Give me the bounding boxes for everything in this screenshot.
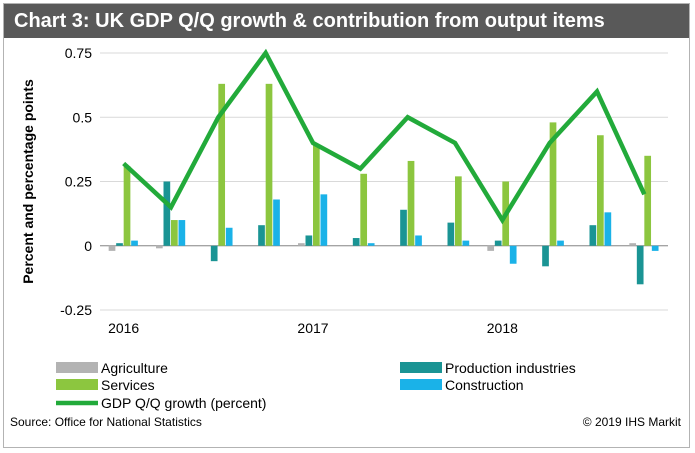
bar-agriculture bbox=[487, 245, 495, 251]
legend-swatch bbox=[56, 362, 98, 373]
chart-frame bbox=[3, 3, 690, 448]
legend-label: GDP Q/Q growth (percent) bbox=[101, 395, 266, 411]
bar-construction bbox=[557, 240, 564, 246]
bar-production-industries bbox=[163, 181, 171, 246]
legend-label: Construction bbox=[445, 377, 524, 393]
bar-construction bbox=[509, 245, 517, 264]
bar-services bbox=[360, 173, 368, 246]
bar-production-industries bbox=[636, 245, 644, 285]
bar-construction bbox=[320, 194, 328, 246]
x-tick-label: 2017 bbox=[297, 320, 328, 336]
bar-production-industries bbox=[494, 240, 502, 246]
legend-swatch bbox=[56, 379, 98, 390]
legend-swatch bbox=[400, 362, 442, 373]
bar-construction bbox=[462, 240, 470, 246]
bar-services bbox=[265, 83, 273, 246]
y-tick-label: 0.5 bbox=[73, 109, 93, 125]
legend-swatch bbox=[400, 379, 442, 390]
bar-services bbox=[218, 83, 226, 246]
bar-production-industries bbox=[258, 225, 265, 246]
copyright-note: © 2019 IHS Markit bbox=[582, 415, 681, 429]
bar-agriculture bbox=[156, 245, 163, 249]
bar-services bbox=[313, 145, 320, 246]
y-tick-label: 0.25 bbox=[65, 174, 92, 190]
bar-services bbox=[597, 135, 604, 246]
y-tick-label: 0.75 bbox=[65, 45, 92, 61]
bar-construction bbox=[178, 220, 186, 246]
bar-agriculture bbox=[629, 243, 637, 246]
bar-production-industries bbox=[542, 245, 549, 267]
legend-label: Agriculture bbox=[101, 360, 168, 376]
bar-production-industries bbox=[305, 235, 313, 246]
bar-production-industries bbox=[589, 225, 597, 246]
bar-production-industries bbox=[447, 222, 455, 246]
x-tick-label: 2016 bbox=[108, 320, 139, 336]
bar-production-industries bbox=[116, 243, 123, 246]
bar-services bbox=[407, 160, 415, 246]
bar-construction bbox=[651, 245, 659, 251]
bar-construction bbox=[131, 240, 138, 246]
bar-services bbox=[171, 220, 178, 246]
chart-title: Chart 3: UK GDP Q/Q growth & contributio… bbox=[14, 10, 605, 32]
bar-construction bbox=[273, 199, 280, 246]
bar-production-industries bbox=[352, 238, 360, 246]
bar-production-industries bbox=[400, 209, 407, 246]
legend-label: Services bbox=[101, 377, 155, 393]
bar-services bbox=[549, 122, 557, 246]
bar-services bbox=[644, 155, 652, 246]
bar-production-industries bbox=[210, 245, 218, 262]
bar-construction bbox=[415, 235, 422, 246]
bar-construction bbox=[367, 243, 375, 246]
source-note: Source: Office for National Statistics bbox=[10, 415, 202, 429]
bar-construction bbox=[604, 212, 612, 246]
gdp-growth-line bbox=[122, 48, 647, 225]
y-tick-label: -0.25 bbox=[60, 302, 92, 318]
bar-construction bbox=[225, 227, 233, 246]
x-tick-label: 2018 bbox=[487, 320, 518, 336]
bar-services bbox=[123, 166, 131, 246]
bar-agriculture bbox=[108, 245, 116, 251]
bar-services bbox=[455, 176, 462, 246]
chart-title-bar: Chart 3: UK GDP Q/Q growth & contributio… bbox=[4, 4, 689, 38]
legend-label: Production industries bbox=[445, 360, 576, 376]
bar-agriculture bbox=[298, 243, 305, 246]
y-axis-title: Percent and percentage points bbox=[20, 79, 36, 284]
y-tick-label: 0 bbox=[84, 238, 92, 254]
